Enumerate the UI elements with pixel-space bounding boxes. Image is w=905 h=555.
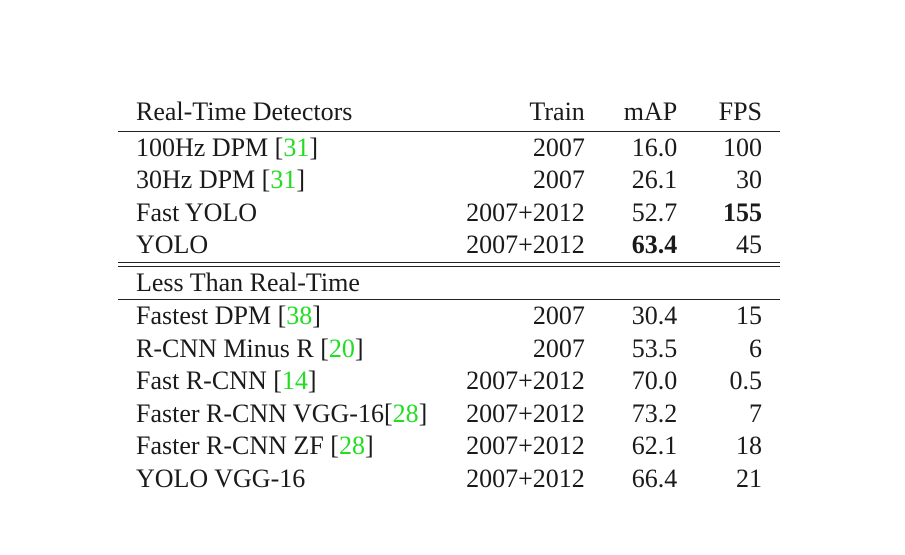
table-row: Faster R-CNN ZF [28] 2007+2012 62.1 18 <box>118 430 780 463</box>
detector-name-text: R-CNN Minus R <box>136 333 321 363</box>
map-value: 66.4 <box>631 463 678 493</box>
detector-name-text: YOLO VGG-16 <box>136 463 306 493</box>
map-value: 30.4 <box>631 301 678 330</box>
header-fps: FPS <box>718 97 762 126</box>
table-row: Fast R-CNN [14] 2007+2012 70.0 0.5 <box>118 365 780 398</box>
train-value: 2007 <box>532 301 585 330</box>
detector-name: 100Hz DPM [31] <box>136 132 319 162</box>
detector-name: Fast R-CNN [14] <box>136 366 317 395</box>
detector-name-text: Faster R-CNN VGG-16 <box>136 398 384 428</box>
table-row: 100Hz DPM [31] 2007 16.0 100 <box>118 131 780 164</box>
double-rule-row <box>118 261 780 267</box>
map-value: 73.2 <box>631 398 678 428</box>
detector-name-text: Faster R-CNN ZF <box>136 431 331 460</box>
citation-link[interactable]: 28 <box>392 398 419 428</box>
detector-name-text: Fastest DPM <box>136 301 278 330</box>
train-value: 2007+2012 <box>466 431 585 460</box>
table-row: Fastest DPM [38] 2007 30.4 15 <box>118 300 780 333</box>
fps-value: 15 <box>736 301 762 330</box>
map-value: 63.4 <box>631 230 678 259</box>
citation-link[interactable]: 31 <box>283 132 310 162</box>
train-value: 2007+2012 <box>466 366 585 395</box>
nonrealtime-section: Fastest DPM [38] 2007 30.4 15 R-CNN Minus R … <box>118 300 780 496</box>
detector-name-text: Fast R-CNN <box>136 366 274 395</box>
map-value: 16.0 <box>631 132 678 162</box>
fps-value: 18 <box>736 431 762 460</box>
table-header-row: Real-Time Detectors Train mAP FPS <box>118 96 780 131</box>
group-label-row: Less Than Real-Time <box>118 266 780 300</box>
detector-name: YOLO <box>118 229 427 262</box>
citation-link[interactable]: 20 <box>328 333 355 363</box>
map-value: 26.1 <box>631 165 678 194</box>
detector-name: Fastest DPM [38] <box>136 301 321 330</box>
detector-name-text: 30Hz DPM <box>136 165 262 194</box>
map-value: 53.5 <box>631 333 678 363</box>
map-value: 70.0 <box>631 366 678 395</box>
detector-name: 30Hz DPM [31] <box>136 165 306 194</box>
table-row: YOLO 2007+2012 63.4 45 <box>118 229 780 262</box>
header-detectors: Real-Time Detectors <box>136 97 353 126</box>
train-value: 2007+2012 <box>466 197 585 227</box>
map-value: 52.7 <box>631 197 678 227</box>
citation-link[interactable]: 14 <box>281 366 308 395</box>
detector-comparison-table: Real-Time Detectors Train mAP FPS 100Hz … <box>118 96 780 495</box>
train-value: 2007+2012 <box>466 398 585 428</box>
detector-name: YOLO VGG-16 <box>118 463 427 496</box>
table-row: 30Hz DPM [31] 2007 26.1 30 <box>118 164 780 197</box>
detector-name-text: YOLO <box>136 230 209 259</box>
fps-value: 155 <box>723 197 762 227</box>
header-map: mAP <box>623 97 678 126</box>
train-value: 2007+2012 <box>466 230 585 259</box>
comparison-table-container: Real-Time Detectors Train mAP FPS 100Hz … <box>118 96 780 495</box>
double-rule <box>118 261 780 267</box>
detector-name: Faster R-CNN ZF [28] <box>136 431 374 460</box>
detector-name: Fast YOLO <box>118 197 427 230</box>
detector-name-text: 100Hz DPM <box>136 132 275 162</box>
detector-name: R-CNN Minus R [20] <box>136 333 364 363</box>
train-value: 2007 <box>532 333 585 363</box>
train-value: 2007+2012 <box>466 463 585 493</box>
citation-link[interactable]: 31 <box>270 165 297 194</box>
detector-name: Faster R-CNN VGG-16[28] <box>136 398 428 428</box>
citation-link[interactable]: 38 <box>286 301 313 330</box>
citation-link[interactable]: 28 <box>338 431 365 460</box>
fps-value: 0.5 <box>729 366 763 395</box>
train-value: 2007 <box>532 132 585 162</box>
table-row: Faster R-CNN VGG-16[28] 2007+2012 73.2 7 <box>118 398 780 431</box>
map-value: 62.1 <box>631 431 678 460</box>
table-row: R-CNN Minus R [20] 2007 53.5 6 <box>118 333 780 366</box>
detector-name-text: Fast YOLO <box>136 197 258 227</box>
fps-value: 45 <box>736 230 762 259</box>
group-label: Less Than Real-Time <box>118 266 780 300</box>
table-row: YOLO VGG-16 2007+2012 66.4 21 <box>118 463 780 496</box>
fps-value: 7 <box>749 398 762 428</box>
header-train: Train <box>529 97 585 126</box>
realtime-section: 100Hz DPM [31] 2007 16.0 100 30Hz DPM [31] 20… <box>118 131 780 262</box>
train-value: 2007 <box>532 165 585 194</box>
fps-value: 30 <box>736 165 762 194</box>
fps-value: 6 <box>749 333 762 363</box>
table-row: Fast YOLO 2007+2012 52.7 155 <box>118 197 780 230</box>
fps-value: 21 <box>736 463 762 493</box>
fps-value: 100 <box>723 132 762 162</box>
